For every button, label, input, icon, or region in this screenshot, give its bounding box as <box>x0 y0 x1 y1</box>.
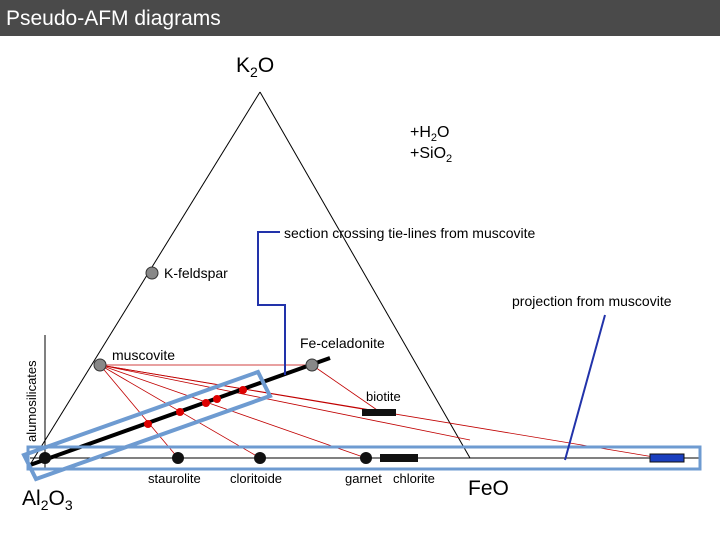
axis-box <box>26 445 702 471</box>
text-part: +H <box>410 124 431 141</box>
points <box>39 266 685 464</box>
mineral-label: cloritoide <box>230 471 282 486</box>
text-part: 3 <box>65 497 73 513</box>
text-part: O <box>437 124 449 141</box>
text-part: 2 <box>446 153 452 165</box>
apex-right: FeO <box>468 477 509 500</box>
title-bar <box>0 0 720 36</box>
mineral-label: staurolite <box>148 471 201 486</box>
shape <box>145 266 159 280</box>
mineral-label: Fe-celadonite <box>300 335 385 351</box>
shape <box>99 364 367 459</box>
shape <box>144 420 152 428</box>
shape <box>380 454 418 462</box>
mineral-label: muscovite <box>112 347 175 363</box>
text-part: K <box>236 54 250 77</box>
shape <box>259 91 471 459</box>
shape <box>27 91 261 469</box>
mineral-label: garnet <box>345 471 382 486</box>
bracket <box>257 231 286 375</box>
shape <box>39 452 51 464</box>
side-label: alumosilicates <box>24 360 39 442</box>
shape <box>254 452 266 464</box>
shape <box>99 364 471 441</box>
text-part: 2 <box>431 132 437 144</box>
shape <box>93 358 107 372</box>
apex-top: K2O <box>236 54 274 80</box>
shape <box>362 409 396 416</box>
shape <box>99 364 179 459</box>
mineral-label: chlorite <box>393 471 435 486</box>
text-part: Al <box>22 487 41 510</box>
apex-left: Al2O3 <box>22 487 73 513</box>
addition: +SiO2 <box>410 145 452 165</box>
mineral-label: K-feldspar <box>164 265 228 281</box>
projection-label: projection from muscovite <box>512 293 672 309</box>
projection-arrow <box>564 314 606 461</box>
shape <box>305 358 319 372</box>
text-part: O <box>258 54 274 77</box>
shape <box>311 364 381 413</box>
text-part: O <box>48 487 64 510</box>
text-part: +SiO <box>410 145 446 162</box>
section-label: section crossing tie-lines from muscovit… <box>284 225 536 241</box>
shape <box>649 453 685 463</box>
section-box <box>21 369 273 482</box>
text-part: 2 <box>41 497 49 513</box>
addition: +H2O <box>410 124 449 144</box>
shape <box>360 452 372 464</box>
mineral-label: biotite <box>366 389 401 404</box>
title: Pseudo-AFM diagrams <box>6 7 221 30</box>
shape <box>239 386 247 394</box>
shape <box>213 395 221 403</box>
shape <box>176 408 184 416</box>
shape <box>172 452 184 464</box>
text-part: 2 <box>250 64 258 80</box>
shape <box>202 399 210 407</box>
tie-lines <box>99 364 661 459</box>
